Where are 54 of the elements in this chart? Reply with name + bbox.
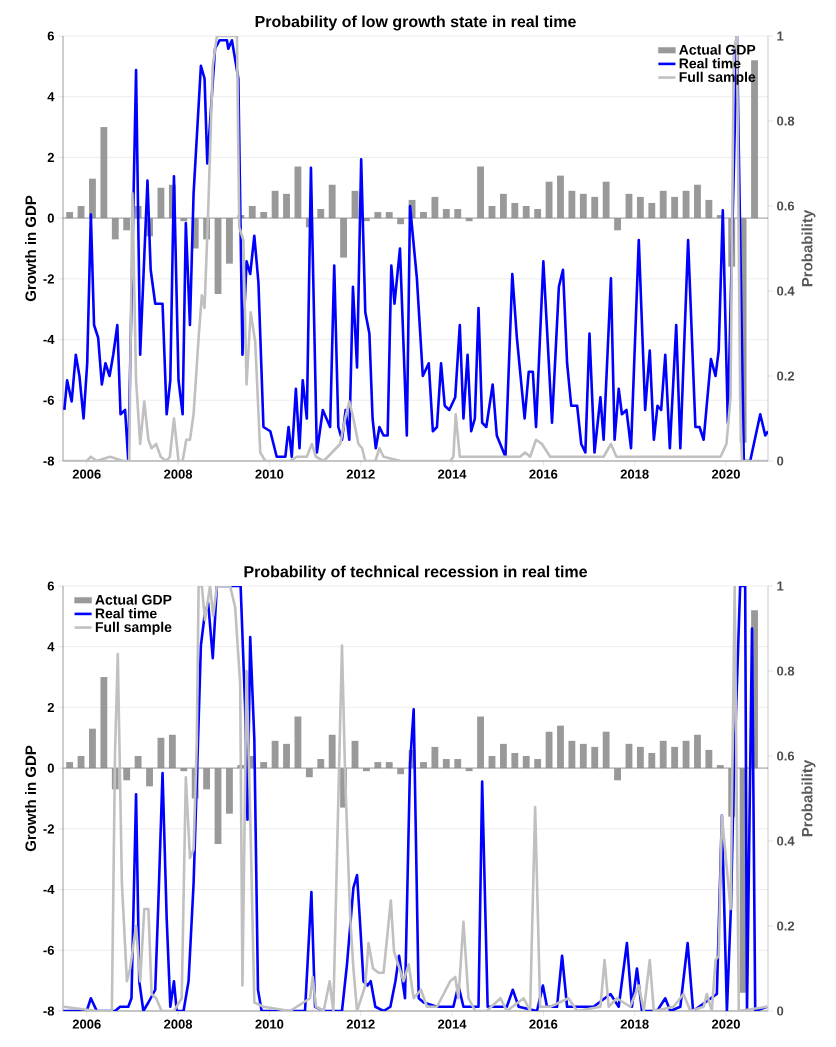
y-tick-label: 2	[47, 152, 54, 162]
y2-tick-label: 0.2	[777, 371, 795, 381]
y2-tick-label: 1	[777, 31, 784, 41]
y-axis-title: Growth in GDP	[25, 195, 37, 302]
chart-title: Probability of low growth state in real time	[255, 15, 576, 31]
y2-tick-label: 0.8	[777, 666, 795, 676]
y-tick-label: -4	[43, 885, 55, 895]
y2-tick-label: 0.4	[777, 286, 795, 296]
y-tick-label: 0	[47, 213, 54, 223]
y-tick-label: -8	[43, 1006, 55, 1016]
y-tick-label: -4	[43, 335, 55, 345]
x-tick-label: 2010	[255, 1019, 284, 1029]
y-tick-label: -6	[43, 395, 54, 405]
x-tick-label: 2018	[620, 1019, 649, 1029]
legend-label: Full sample	[95, 621, 172, 635]
x-tick-label: 2016	[529, 469, 558, 479]
y-tick-label: 6	[47, 31, 54, 41]
y2-tick-label: 0.4	[777, 836, 795, 846]
x-tick-label: 2008	[164, 469, 193, 479]
y-tick-label: -2	[43, 824, 54, 834]
x-tick-label: 2012	[346, 469, 375, 479]
y2-tick-label: 1	[777, 581, 784, 591]
x-tick-label: 2018	[620, 469, 649, 479]
y2-axis-title: Probability	[801, 759, 816, 837]
legend-label: Actual GDP	[679, 44, 756, 55]
legend-label: Actual GDP	[95, 594, 172, 605]
x-tick-label: 2006	[72, 469, 101, 479]
y2-tick-label: 0	[777, 456, 784, 466]
y2-tick-label: 0	[777, 1006, 784, 1016]
y-tick-label: 4	[47, 92, 55, 102]
y-tick-label: -8	[43, 456, 55, 466]
x-tick-label: 2014	[438, 1019, 467, 1029]
y-tick-label: 4	[47, 642, 55, 652]
y-axis-title: Growth in GDP	[25, 745, 37, 852]
x-tick-label: 2010	[255, 469, 284, 479]
y-tick-label: -2	[43, 274, 54, 284]
x-tick-label: 2020	[711, 1019, 740, 1029]
y2-tick-label: 0.2	[777, 921, 795, 931]
y2-tick-label: 0.6	[777, 201, 795, 211]
y2-tick-label: 0.6	[777, 751, 795, 761]
y2-tick-label: 0.8	[777, 116, 795, 126]
y-tick-label: -6	[43, 945, 54, 955]
x-tick-label: 2016	[529, 1019, 558, 1029]
x-tick-label: 2006	[72, 1019, 101, 1029]
x-tick-label: 2012	[346, 1019, 375, 1029]
y-tick-label: 6	[47, 581, 54, 591]
x-tick-label: 2020	[711, 469, 740, 479]
y2-axis-title: Probability	[801, 209, 816, 287]
x-tick-label: 2008	[164, 1019, 193, 1029]
legend-label: Real time	[95, 608, 157, 619]
chart-title: Probability of technical recession in real time	[244, 565, 587, 581]
y-tick-label: 0	[47, 763, 54, 773]
y-tick-label: 2	[47, 702, 54, 712]
x-tick-label: 2014	[438, 469, 467, 479]
